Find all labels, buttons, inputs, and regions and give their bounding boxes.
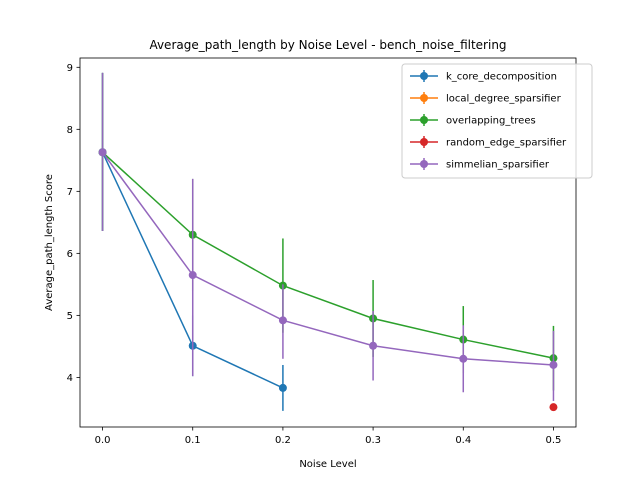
x-tick-label: 0.2: [275, 435, 291, 446]
x-axis-label: Noise Level: [299, 459, 356, 470]
legend-label: k_core_decomposition: [446, 72, 557, 83]
legend-entry: random_edge_sparsifier: [410, 136, 567, 149]
data-point: [98, 148, 107, 157]
x-tick-label: 0.5: [546, 435, 562, 446]
legend-entry: k_core_decomposition: [410, 70, 557, 83]
series-line: [101, 151, 554, 366]
y-tick-label: 6: [67, 249, 73, 260]
data-point: [549, 360, 558, 369]
x-tick-label: 0.3: [365, 435, 381, 446]
y-tick-label: 9: [67, 63, 73, 74]
y-tick-label: 8: [67, 125, 73, 136]
x-axis-ticks: 0.0 0.1 0.2 0.3 0.4 0.5: [95, 427, 562, 446]
y-tick-label: 4: [67, 373, 73, 384]
data-point: [459, 354, 468, 363]
data-point: [188, 271, 197, 280]
series-line: [102, 151, 554, 359]
x-tick-label: 0.4: [455, 435, 471, 446]
legend-marker: [420, 116, 428, 124]
legend-label: simmelian_sparsifier: [446, 160, 550, 171]
data-point: [278, 383, 287, 392]
legend-marker: [420, 138, 428, 146]
legend-label: random_edge_sparsifier: [446, 138, 567, 149]
data-point: [549, 403, 558, 412]
series-simmelian-sparsifier: [98, 72, 558, 401]
legend-entry: overlapping_trees: [410, 114, 536, 127]
legend-label: overlapping_trees: [446, 116, 536, 127]
y-tick-label: 7: [67, 187, 73, 198]
legend-marker: [420, 72, 428, 80]
legend-box: [401, 63, 593, 179]
axes-frame: [79, 57, 577, 428]
series-random-edge-sparsifier: [549, 403, 558, 412]
data-point: [278, 316, 287, 325]
legend-entry: simmelian_sparsifier: [410, 158, 550, 171]
legend-marker: [420, 160, 428, 168]
y-axis-label: Average_path_length Score: [44, 174, 55, 311]
y-axis-ticks: 4 5 6 7 8 9: [67, 63, 80, 384]
x-tick-label: 0.1: [185, 435, 201, 446]
data-point: [369, 341, 378, 350]
series-layer: [98, 72, 558, 412]
x-tick-label: 0.0: [95, 435, 111, 446]
legend-entry: local_degree_sparsifier: [410, 92, 562, 105]
legend-marker: [420, 94, 428, 102]
chart-title: Average_path_length by Noise Level - ben…: [149, 38, 506, 52]
legend-label: local_degree_sparsifier: [446, 94, 562, 105]
legend: k_core_decomposition local_degree_sparsif…: [401, 63, 593, 179]
y-tick-label: 5: [67, 311, 73, 322]
